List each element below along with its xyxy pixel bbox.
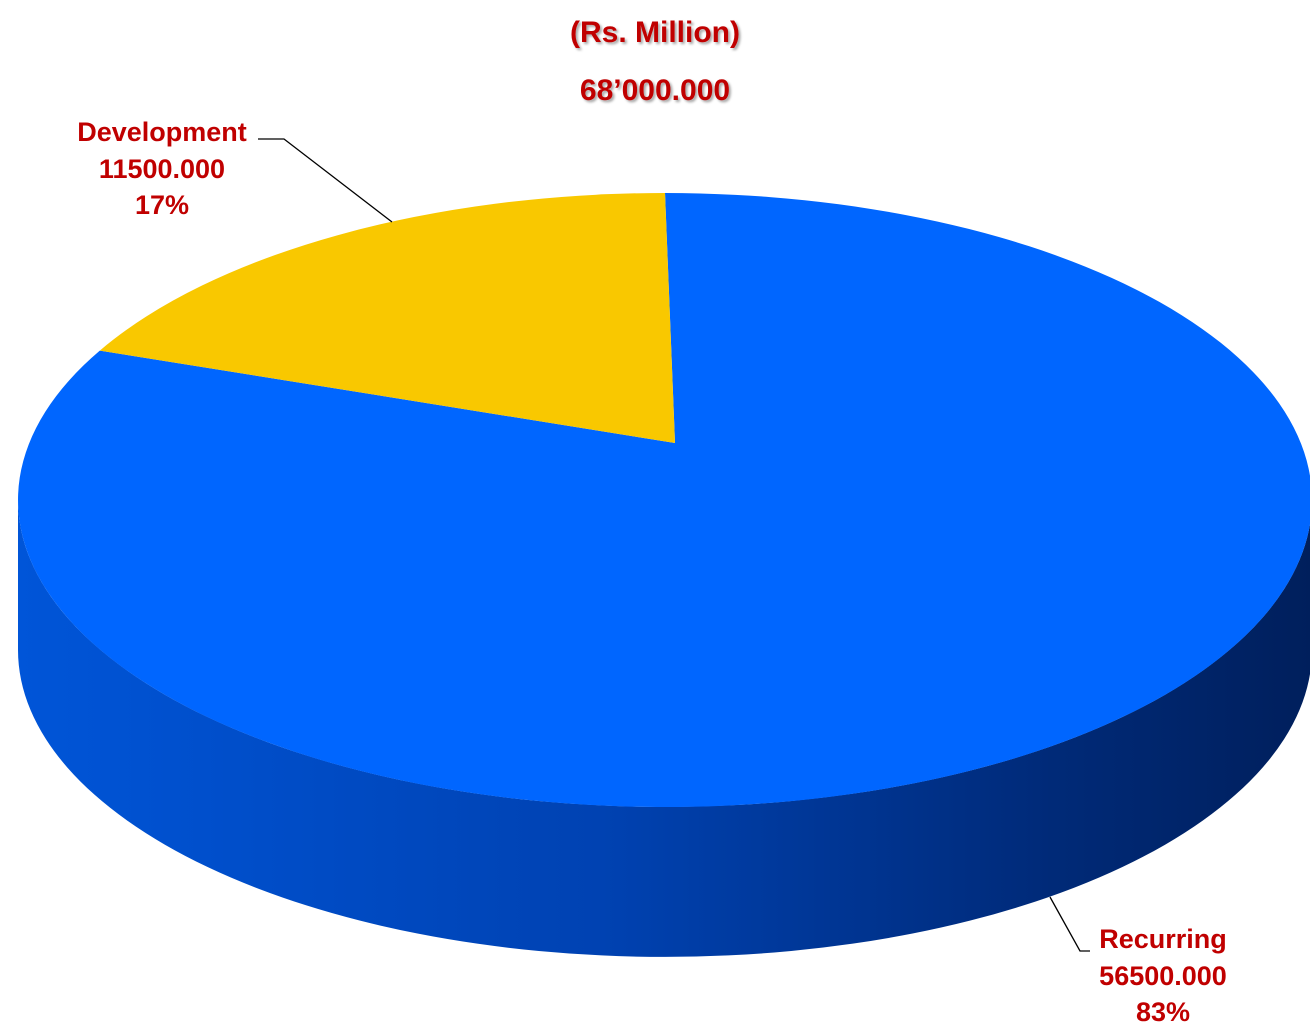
slice-label-value: 11500.000 — [99, 154, 225, 184]
chart-subtitle: 68’000.000 — [580, 74, 730, 107]
slice-label-name: Development — [77, 117, 247, 147]
pie-slice-recurring — [18, 193, 1310, 807]
pie-slice-development — [99, 193, 676, 443]
slice-label-percent: 17% — [135, 190, 189, 220]
pie-side-wall — [18, 500, 1310, 957]
leader-line-recurring — [1049, 896, 1090, 952]
slice-label-value: 56500.000 — [1099, 961, 1227, 991]
chart-title: (Rs. Million) — [570, 16, 740, 49]
data-label-recurring: Recurring 56500.000 83% — [1099, 924, 1227, 1026]
data-label-development: Development 11500.000 17% — [77, 117, 247, 220]
leader-line-development — [258, 138, 393, 223]
slice-label-percent: 83% — [1136, 997, 1190, 1026]
slice-label-name: Recurring — [1099, 924, 1227, 954]
